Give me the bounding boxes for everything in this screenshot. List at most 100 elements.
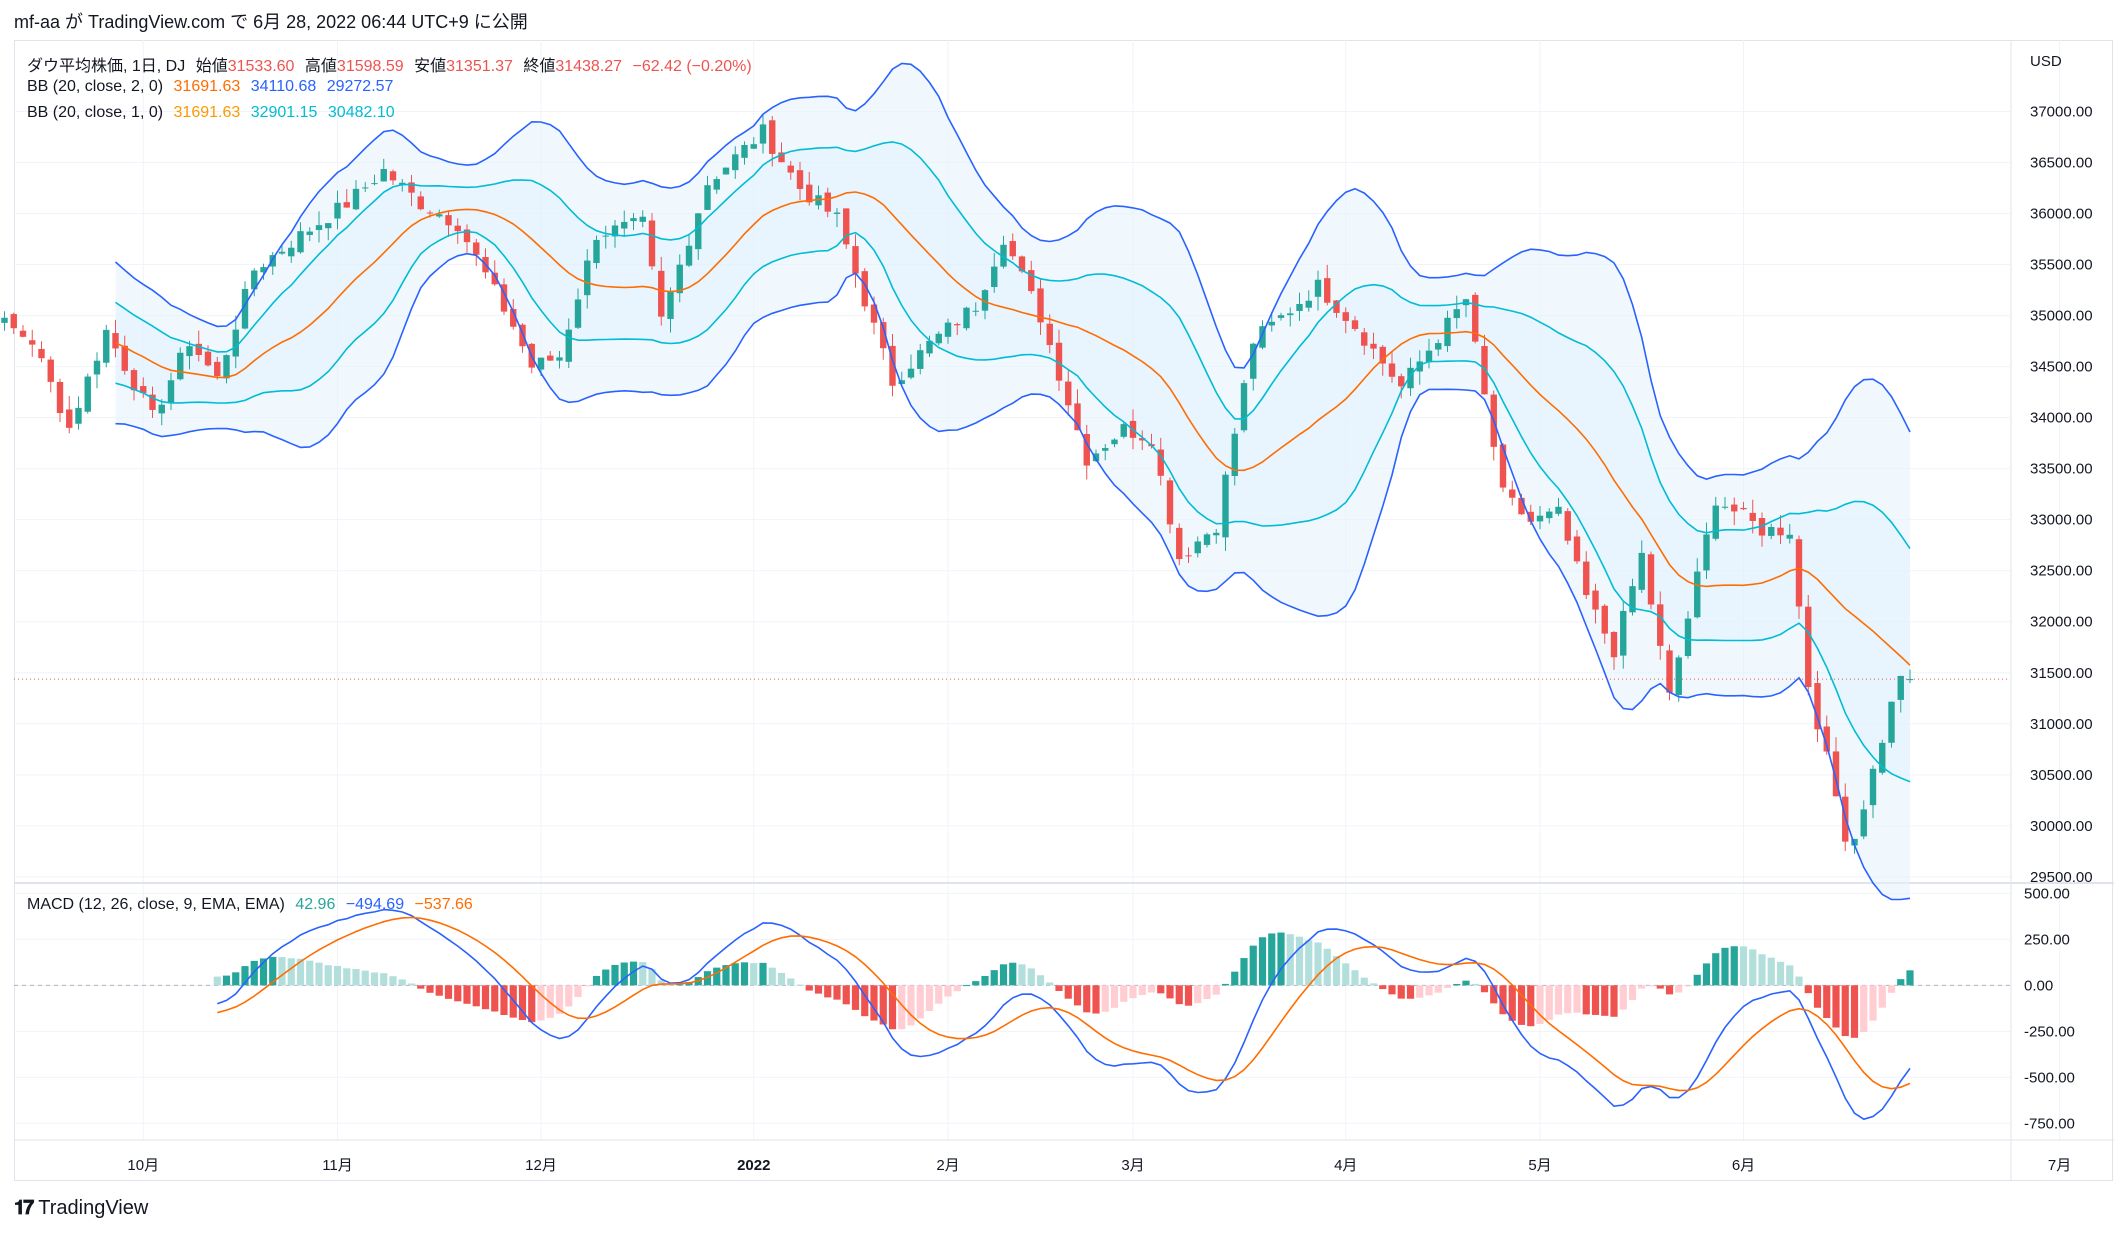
bb2-legend[interactable]: BB (20, close, 2, 0) 31691.63 34110.68 2… (27, 78, 399, 96)
price-unit-label: USD (2030, 53, 2062, 70)
macd-hist-bar (1545, 985, 1553, 1020)
candle-body (352, 188, 360, 210)
macd-hist-bar (1869, 985, 1877, 1021)
price-tick-label: 33000.00 (2030, 512, 2093, 529)
candle-body (843, 208, 850, 245)
macd-hist-bar (389, 976, 397, 986)
macd-hist-bar (1490, 985, 1498, 1004)
candle-body (1573, 536, 1581, 562)
chart-frame[interactable] (14, 40, 2113, 1181)
candle-body (297, 231, 304, 253)
macd-hist-bar (861, 985, 869, 1017)
candle-body (426, 212, 434, 214)
macd-hist-bar (1036, 975, 1045, 986)
macd-hist-bar (824, 985, 832, 998)
candle-body (1592, 590, 1599, 610)
candle-body (1823, 726, 1830, 752)
macd-hist-bar (620, 962, 628, 986)
candle-body (389, 171, 397, 181)
candle-body (676, 264, 683, 294)
bb2-basis: 31691.63 (173, 78, 241, 95)
candle-body (1629, 586, 1636, 613)
macd-hist-bar (1332, 956, 1341, 986)
macd-hist-bar (546, 985, 554, 1018)
candle-body (1712, 505, 1719, 539)
macd-tick-label: 500.00 (2024, 885, 2070, 902)
candle-body (167, 380, 175, 403)
macd-hist-bar (1665, 985, 1674, 995)
symbol-title[interactable]: ダウ平均株価, 1日, DJ (27, 58, 186, 75)
candle-body (1518, 497, 1525, 515)
candle-body (1416, 361, 1423, 372)
candle-body (1435, 343, 1442, 350)
candle-body (232, 329, 239, 357)
macd-hist-bar (787, 978, 795, 986)
close-label: 終値 (523, 58, 556, 75)
macd-hist-bar (981, 975, 989, 986)
candle-body (1361, 332, 1368, 346)
price-tick-label: 36000.00 (2030, 206, 2093, 223)
macd-hist-bar (574, 985, 582, 998)
macd-hist-bar (454, 985, 462, 1002)
candle-body (1, 317, 8, 323)
macd-hist-bar (1628, 985, 1637, 1001)
macd-hist-bar (1832, 985, 1840, 1028)
macd-hist-bar (916, 985, 924, 1019)
macd-hist-bar (1453, 983, 1461, 986)
macd-hist-bar (1221, 983, 1230, 986)
author-name[interactable]: mf-aa (14, 12, 61, 32)
candle-body (1333, 300, 1340, 313)
macd-hist-bar (1462, 980, 1470, 986)
candle-body (1564, 511, 1571, 541)
candle-body (1499, 444, 1507, 488)
macd-hist-bar (1804, 985, 1812, 994)
tradingview-footer[interactable]: 𝟏𝟕 TradingView (14, 1197, 148, 1220)
candle-body (112, 333, 119, 349)
candle-body (56, 381, 64, 414)
candle-body (1860, 809, 1867, 837)
candle-body (1259, 326, 1266, 348)
macd-hist-bar (990, 970, 998, 986)
candle-body (1185, 555, 1192, 557)
candle-body (1000, 244, 1007, 267)
macd-hist-bar (1203, 985, 1211, 1000)
candle-body (621, 221, 628, 229)
candle-body (704, 185, 711, 210)
candle-body (325, 223, 332, 229)
open-label: 始値 (195, 58, 228, 75)
macd-hist-bar (444, 985, 453, 999)
candle-body (806, 184, 813, 203)
candle-body (195, 343, 202, 355)
candle-body (769, 120, 776, 154)
candle-body (565, 329, 572, 362)
candle-body (824, 192, 831, 212)
candle-body (695, 213, 702, 250)
candle-body (47, 359, 54, 382)
macd-hist-bar (888, 985, 897, 1030)
publish-header: mf-aa が TradingView.com で 6月 28, 2022 06… (14, 8, 528, 34)
bb1-legend[interactable]: BB (20, close, 1, 0) 31691.63 32901.15 3… (27, 104, 401, 122)
macd-histogram (213, 932, 1914, 1038)
candle-body (158, 404, 165, 414)
candle-body (1768, 527, 1775, 536)
macd-hist-bar (768, 967, 776, 986)
candle-body (84, 376, 91, 412)
macd-legend[interactable]: MACD (12, 26, close, 9, EMA, EMA) 42.96 … (27, 896, 479, 914)
macd-hist-bar (833, 985, 841, 1000)
candle-body (269, 255, 276, 267)
candle-body (926, 340, 933, 354)
macd-hist-bar (1730, 946, 1738, 986)
bb1-basis: 31691.63 (173, 104, 241, 121)
candle-body (935, 333, 942, 344)
macd-hist-bar (907, 985, 915, 1026)
macd-hist-bar (1480, 985, 1489, 993)
macd-hist-bar (1573, 985, 1581, 1013)
macd-hist-bar (1369, 983, 1378, 986)
candle-body (630, 218, 637, 222)
bb2-lower-line (115, 252, 1911, 901)
macd-hist-bar (1693, 974, 1701, 986)
candle-body (1509, 489, 1516, 498)
bb2-upper: 34110.68 (250, 78, 317, 95)
candle-body (454, 225, 461, 232)
